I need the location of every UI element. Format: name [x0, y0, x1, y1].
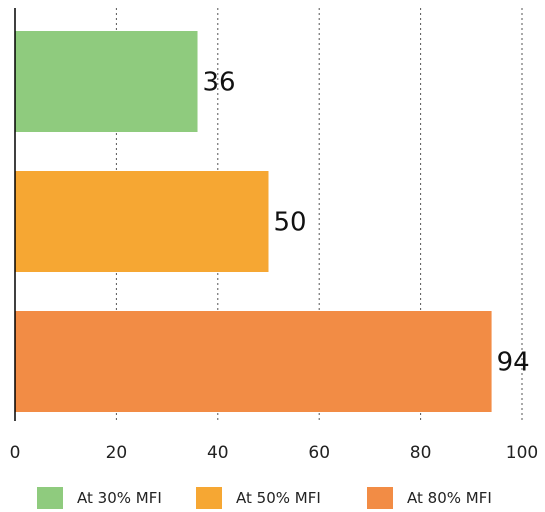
legend-swatch-80: [367, 487, 393, 509]
x-tick-100: 100: [506, 443, 538, 463]
bar-36: [15, 31, 198, 132]
legend-swatch-50: [196, 487, 222, 509]
data-label-36: 36: [203, 68, 236, 98]
legend-item-30: At 30% MFI: [37, 487, 162, 509]
x-tick-40: 40: [207, 443, 229, 463]
legend-item-50: At 50% MFI: [196, 487, 321, 509]
x-axis-ticks: 0 20 40 60 80 100: [10, 443, 539, 463]
data-labels: 36 50 94: [203, 68, 530, 378]
bar-chart: 0 20 40 60 80 100 36 50 94: [10, 8, 539, 463]
legend-item-80: At 80% MFI: [367, 487, 492, 509]
legend-label-50: At 50% MFI: [236, 489, 321, 507]
legend-label-30: At 30% MFI: [77, 489, 162, 507]
legend: At 30% MFI At 50% MFI At 80% MFI: [0, 487, 545, 509]
x-tick-80: 80: [410, 443, 432, 463]
x-tick-20: 20: [106, 443, 128, 463]
data-label-94: 94: [497, 348, 530, 378]
x-tick-60: 60: [308, 443, 330, 463]
data-label-50: 50: [274, 208, 307, 238]
x-tick-0: 0: [10, 443, 21, 463]
bars: [15, 31, 492, 412]
bar-50: [15, 171, 269, 272]
legend-swatch-30: [37, 487, 63, 509]
bar-94: [15, 311, 492, 412]
legend-label-80: At 80% MFI: [407, 489, 492, 507]
